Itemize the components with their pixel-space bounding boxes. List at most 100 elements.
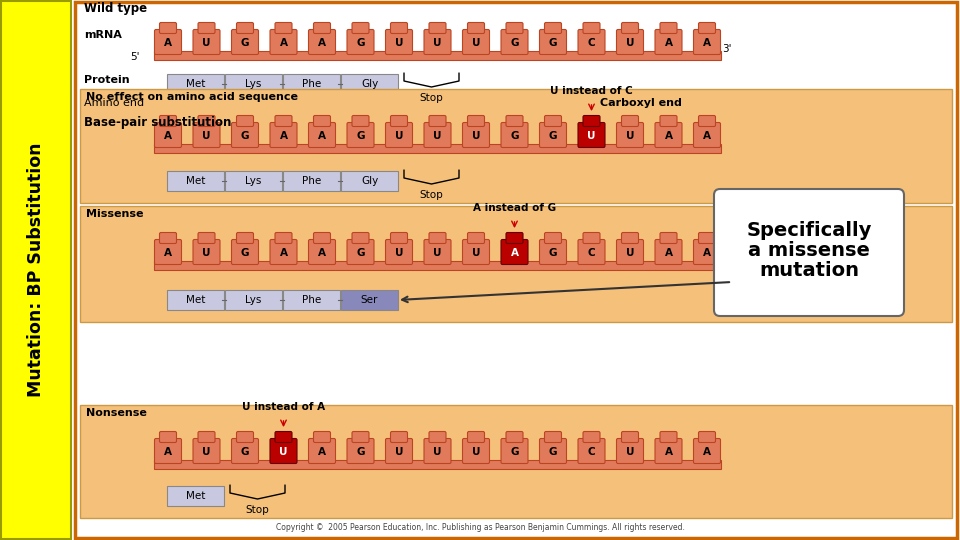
FancyBboxPatch shape	[391, 431, 407, 442]
Text: G: G	[241, 38, 250, 48]
FancyBboxPatch shape	[341, 290, 398, 310]
Text: U: U	[471, 131, 480, 141]
Text: Base-pair substitution: Base-pair substitution	[84, 116, 231, 129]
Text: U instead of C: U instead of C	[550, 86, 633, 96]
Text: G: G	[549, 248, 557, 258]
Text: 3': 3'	[722, 44, 732, 54]
FancyBboxPatch shape	[660, 23, 677, 33]
FancyBboxPatch shape	[621, 431, 638, 442]
FancyBboxPatch shape	[236, 233, 253, 244]
FancyBboxPatch shape	[714, 189, 904, 316]
Text: U: U	[203, 131, 211, 141]
FancyBboxPatch shape	[193, 240, 220, 265]
Text: U: U	[279, 447, 288, 457]
FancyBboxPatch shape	[463, 438, 490, 463]
FancyBboxPatch shape	[578, 30, 605, 55]
Text: Nonsense: Nonsense	[86, 408, 147, 418]
Text: G: G	[511, 38, 518, 48]
Text: No effect on amino acid sequence: No effect on amino acid sequence	[86, 92, 298, 102]
FancyBboxPatch shape	[386, 123, 413, 147]
Text: U: U	[203, 447, 211, 457]
FancyBboxPatch shape	[655, 438, 682, 463]
Text: Lys: Lys	[246, 176, 262, 186]
FancyBboxPatch shape	[314, 233, 330, 244]
FancyBboxPatch shape	[544, 23, 562, 33]
Text: U: U	[203, 248, 211, 258]
FancyBboxPatch shape	[275, 116, 292, 126]
Text: A: A	[164, 447, 172, 457]
FancyBboxPatch shape	[463, 123, 490, 147]
Text: U: U	[471, 248, 480, 258]
Text: Met: Met	[186, 491, 205, 501]
Text: Wild type: Wild type	[84, 2, 147, 15]
FancyBboxPatch shape	[621, 23, 638, 33]
FancyBboxPatch shape	[463, 30, 490, 55]
FancyBboxPatch shape	[270, 30, 297, 55]
Text: A: A	[164, 131, 172, 141]
FancyBboxPatch shape	[155, 240, 181, 265]
FancyBboxPatch shape	[544, 116, 562, 126]
FancyBboxPatch shape	[231, 438, 258, 463]
FancyBboxPatch shape	[308, 438, 335, 463]
FancyBboxPatch shape	[699, 116, 715, 126]
Text: U: U	[471, 38, 480, 48]
Text: A: A	[703, 248, 711, 258]
FancyBboxPatch shape	[660, 233, 677, 244]
Text: A: A	[318, 38, 326, 48]
Text: A: A	[703, 131, 711, 141]
Text: Gly: Gly	[361, 176, 378, 186]
FancyBboxPatch shape	[314, 431, 330, 442]
FancyBboxPatch shape	[506, 116, 523, 126]
FancyBboxPatch shape	[352, 116, 369, 126]
FancyBboxPatch shape	[341, 74, 398, 94]
Text: mutation: mutation	[759, 261, 859, 280]
FancyBboxPatch shape	[193, 30, 220, 55]
Text: C: C	[588, 38, 595, 48]
FancyBboxPatch shape	[655, 123, 682, 147]
Text: Specifically: Specifically	[746, 221, 872, 240]
FancyBboxPatch shape	[308, 30, 335, 55]
FancyBboxPatch shape	[167, 74, 224, 94]
FancyBboxPatch shape	[540, 30, 566, 55]
Text: Missense: Missense	[86, 209, 143, 219]
Text: A: A	[664, 248, 673, 258]
Text: A: A	[703, 38, 711, 48]
FancyBboxPatch shape	[341, 171, 398, 191]
Text: A: A	[664, 131, 673, 141]
FancyBboxPatch shape	[660, 431, 677, 442]
FancyBboxPatch shape	[540, 123, 566, 147]
Text: U: U	[395, 447, 403, 457]
Text: U: U	[433, 248, 442, 258]
FancyBboxPatch shape	[347, 30, 374, 55]
Text: Gly: Gly	[361, 79, 378, 89]
FancyBboxPatch shape	[159, 23, 177, 33]
Text: U: U	[626, 38, 635, 48]
FancyBboxPatch shape	[424, 438, 451, 463]
FancyBboxPatch shape	[468, 431, 485, 442]
Text: U: U	[433, 38, 442, 48]
FancyBboxPatch shape	[621, 233, 638, 244]
FancyBboxPatch shape	[386, 30, 413, 55]
Text: A: A	[318, 248, 326, 258]
FancyBboxPatch shape	[167, 486, 224, 506]
FancyBboxPatch shape	[386, 240, 413, 265]
FancyBboxPatch shape	[578, 123, 605, 147]
FancyBboxPatch shape	[693, 123, 721, 147]
FancyBboxPatch shape	[616, 438, 643, 463]
FancyBboxPatch shape	[154, 261, 721, 270]
FancyBboxPatch shape	[463, 240, 490, 265]
Text: Amino end: Amino end	[84, 98, 144, 108]
Text: A: A	[318, 447, 326, 457]
Text: Stop: Stop	[420, 93, 444, 103]
FancyBboxPatch shape	[198, 23, 215, 33]
Text: G: G	[356, 248, 365, 258]
FancyBboxPatch shape	[80, 206, 952, 322]
Text: G: G	[549, 38, 557, 48]
FancyBboxPatch shape	[578, 438, 605, 463]
FancyBboxPatch shape	[159, 116, 177, 126]
FancyBboxPatch shape	[270, 240, 297, 265]
Text: Copyright ©  2005 Pearson Education, Inc. Publishing as Pearson Benjamin Cumming: Copyright © 2005 Pearson Education, Inc.…	[276, 523, 684, 532]
FancyBboxPatch shape	[283, 290, 340, 310]
Text: G: G	[549, 447, 557, 457]
FancyBboxPatch shape	[468, 23, 485, 33]
